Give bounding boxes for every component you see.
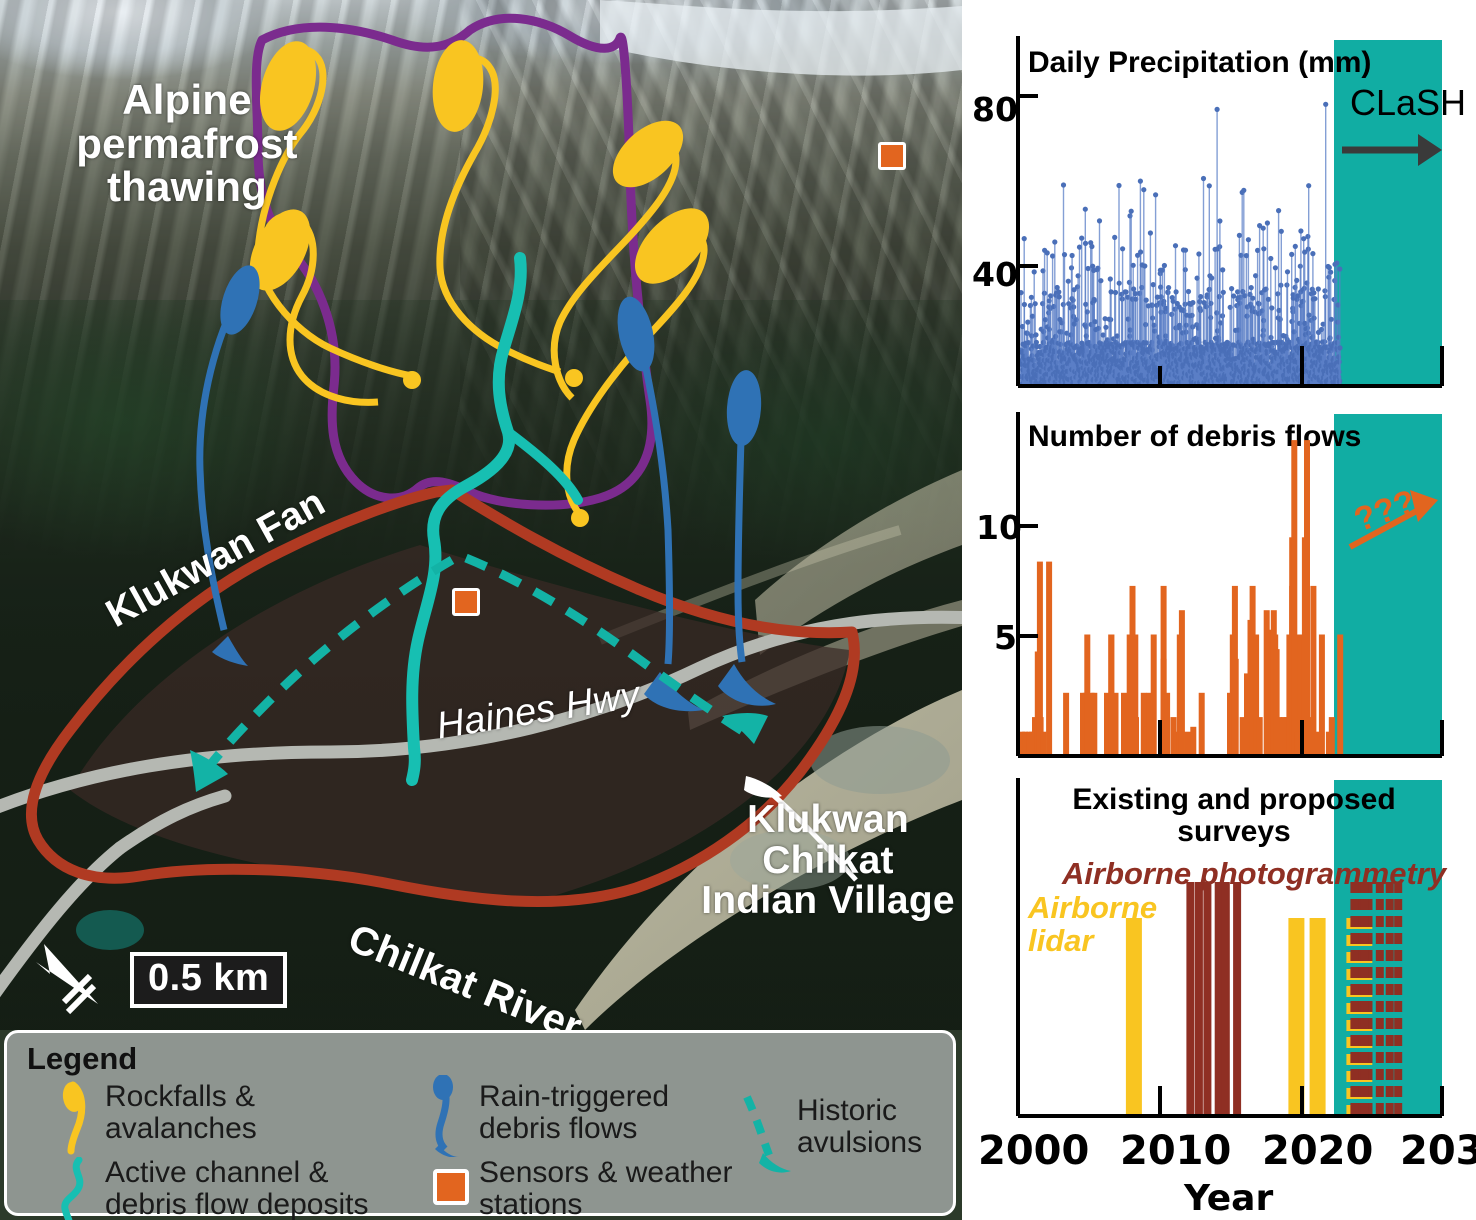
clash-arrow-icon [1342, 134, 1442, 166]
watershed-outline [251, 13, 657, 510]
clash-label-precipitation: CLaSH [1350, 82, 1467, 123]
satellite-basemap: Alpine permafrost thawing Klukwan Fan Ha… [0, 0, 962, 1030]
label-klukwan-village: Klukwan Chilkat Indian Village [701, 798, 955, 923]
panel-debris-flows: Number of debris flows 10 5 ??? [962, 400, 1476, 770]
xtick-2030: 2030 [1400, 1128, 1476, 1174]
sensor-square-icon [878, 142, 906, 170]
historic-avulsion-arrows [198, 553, 747, 779]
x-axis-label: Year [1184, 1178, 1274, 1219]
map-overlay-vectors [0, 13, 962, 998]
label-alpine-permafrost-thawing: Alpine permafrost thawing [76, 76, 298, 211]
precipitation-ytick-80: 80 [972, 90, 1018, 129]
klukwan-fan-outline [25, 484, 860, 908]
legend-label-sensors: Sensors & weather stations [479, 1156, 733, 1220]
sensor-square-icon [452, 588, 480, 616]
precipitation-ytick-40: 40 [972, 255, 1018, 294]
legend-label-historic-avulsions: Historic avulsions [797, 1094, 923, 1159]
rockfall-avalanche-paths [249, 40, 710, 515]
historic-avulsion-dashed-arrow-icon [743, 1095, 791, 1173]
debris-ytick-5: 5 [994, 618, 1017, 657]
precipitation-plot [1016, 36, 1444, 388]
legend: Legend Rockfalls & avalanches Active cha… [4, 1030, 956, 1220]
north-arrow-icon [36, 944, 98, 1015]
legend-label-rain-debris-flows: Rain-triggered debris flows [479, 1080, 670, 1145]
braided-river-texture [70, 0, 962, 1030]
xtick-2020: 2020 [1262, 1128, 1374, 1174]
future-trend-arrow-icon [1348, 490, 1438, 550]
clash-band-precipitation [1334, 40, 1442, 385]
rockfall-teardrop-icon [62, 1081, 86, 1155]
charts-column: Daily Precipitation (mm) 80 40 CLaSH [962, 0, 1476, 1220]
scale-bar: 0.5 km [130, 952, 288, 1008]
surveys-title: Existing and proposed surveys [1072, 783, 1396, 848]
debris-ytick-10: 10 [976, 508, 1022, 547]
legend-title: Legend [27, 1041, 138, 1076]
sensor-square-icon [433, 1169, 469, 1205]
debris-flows-plot [1016, 412, 1444, 758]
active-channel-squiggle-icon [61, 1157, 84, 1220]
surveys-plot [1016, 778, 1444, 1118]
xtick-2000: 2000 [978, 1128, 1090, 1174]
panel-daily-precipitation: Daily Precipitation (mm) 80 40 CLaSH [962, 0, 1476, 400]
rain-triggered-debris-flows [196, 265, 776, 712]
legend-label-rockfalls: Rockfalls & avalanches [105, 1080, 257, 1145]
legend-label-active-channel: Active channel & debris flow deposits [105, 1156, 369, 1220]
precipitation-title: Daily Precipitation (mm) [1028, 46, 1372, 79]
map-panel: Alpine permafrost thawing Klukwan Fan Ha… [0, 0, 962, 1220]
xtick-2010: 2010 [1120, 1128, 1232, 1174]
active-channel [406, 252, 527, 786]
clash-band-debris [1334, 414, 1442, 756]
rain-debris-flow-icon [433, 1075, 459, 1157]
panel-surveys: Existing and proposed surveys Airborne p… [962, 770, 1476, 1220]
